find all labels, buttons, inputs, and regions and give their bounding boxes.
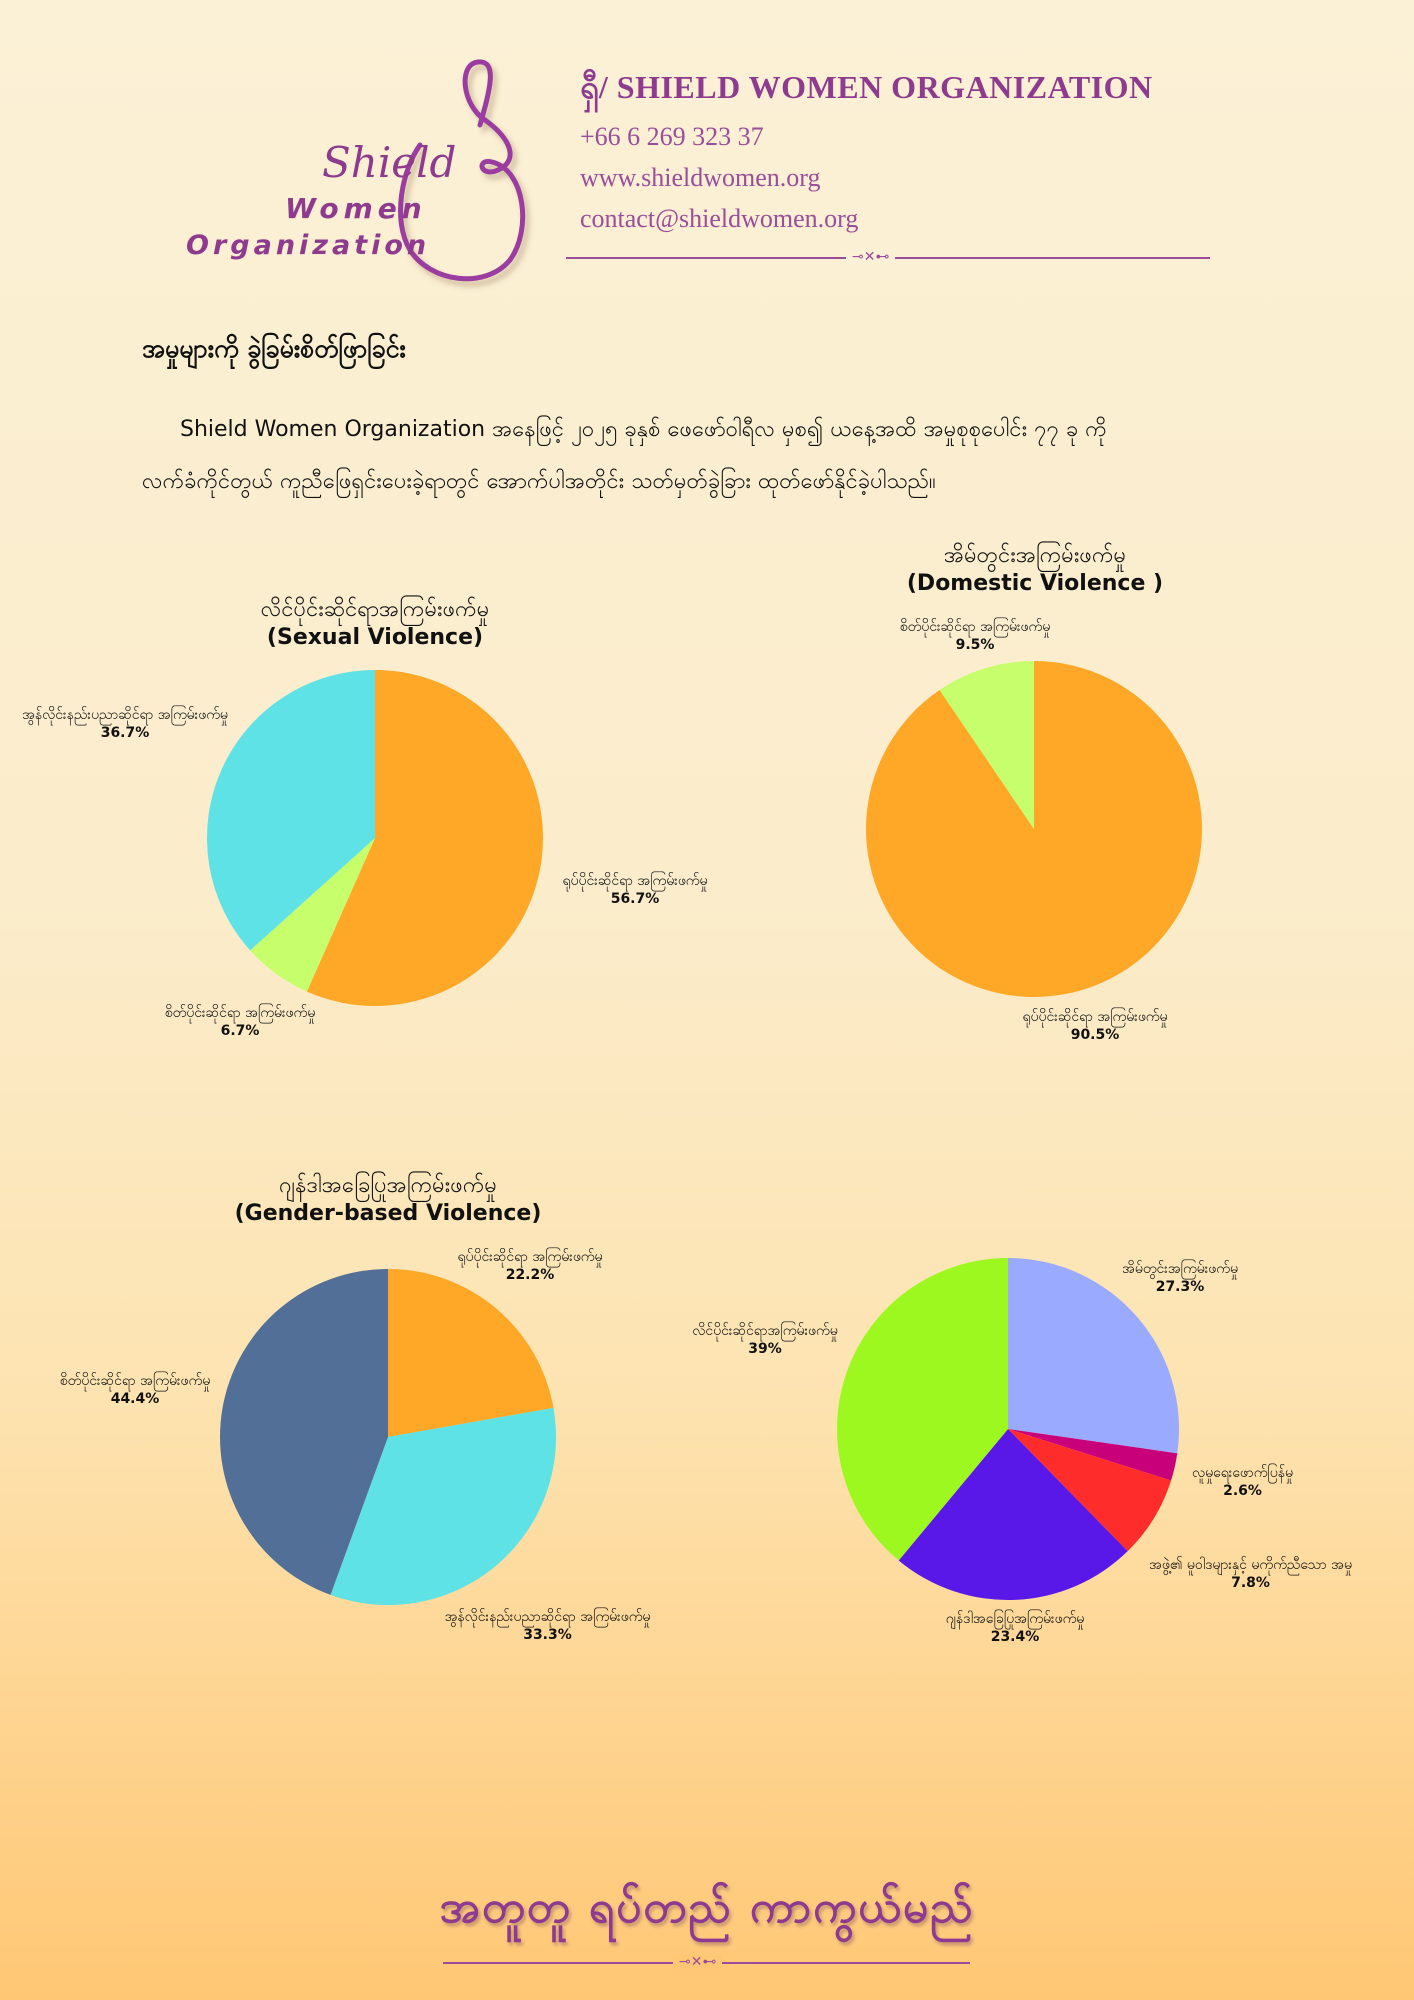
phone-number: +66 6 269 323 37 bbox=[580, 122, 764, 151]
slice-label-social-misconduct: လူမှုရေးဖောက်ပြန်မှု 2.6% bbox=[1192, 1465, 1293, 1499]
pie-slice bbox=[306, 670, 543, 1006]
slice-label-psychological-violence: စိတ်ပိုင်းဆိုင်ရာ အကြမ်းဖက်မှု 9.5% bbox=[899, 619, 1051, 653]
footer-slogan: အတူတူ ရပ်တည် ကာကွယ်မည် bbox=[439, 1882, 975, 1933]
pie-slice bbox=[939, 661, 1034, 829]
slice-label-psychological-violence: စိတ်ပိုင်းဆိုင်ရာ အကြမ်းဖက်မှု 6.7% bbox=[164, 1005, 316, 1039]
slice-label-psychological-violence: စိတ်ပိုင်းဆိုင်ရာ အကြမ်းဖက်မှု 44.4% bbox=[59, 1373, 211, 1407]
website-link[interactable]: www.shieldwomen.org bbox=[580, 163, 821, 192]
chart-domestic-violence-title: အိမ်တွင်းအကြမ်းဖက်မှု (Domestic Violence… bbox=[885, 542, 1185, 598]
footer-divider: ⊸✕⊷ bbox=[443, 1955, 970, 1969]
slice-label-physical-violence: ရုပ်ပိုင်းဆိုင်ရာ အကြမ်းဖက်မှု 90.5% bbox=[1022, 1009, 1168, 1043]
section-heading: အမှုများကို ခွဲခြမ်းစိတ်ဖြာခြင်း bbox=[142, 334, 406, 363]
pie-slice bbox=[837, 1258, 1008, 1561]
organization-name: ရှီ/ SHIELD WOMEN ORGANIZATION bbox=[580, 69, 1153, 105]
slice-label-online-violence: အွန်လိုင်းနည်းပညာဆိုင်ရာ အကြမ်းဖက်မှု 36.… bbox=[22, 707, 228, 741]
chart-title-mm: ဂျန်ဒါအခြေပြုအကြမ်းဖက်မှု bbox=[279, 1173, 497, 1198]
chart-sexual-violence-title: လိင်ပိုင်းဆိုင်ရာအကြမ်းဖက်မှု (Sexual Vi… bbox=[225, 596, 525, 652]
chart-title-en: (Domestic Violence ) bbox=[906, 571, 1164, 596]
organization-logo: Shield Women Organization bbox=[180, 50, 560, 310]
divider-ornament-icon: ⊸✕⊷ bbox=[673, 1955, 723, 1969]
slice-label-sexual-violence: လိင်ပိုင်းဆိုင်ရာအကြမ်းဖက်မှု 39% bbox=[692, 1323, 838, 1357]
header-divider: ⊸✕⊷ bbox=[566, 250, 1210, 264]
chart-title-en: (Sexual Violence) bbox=[266, 625, 484, 650]
pie-chart-domestic-violence bbox=[866, 661, 1202, 997]
pie-chart-case-breakdown bbox=[837, 1258, 1179, 1600]
logo-word-women: Women bbox=[285, 192, 427, 225]
logo-word-shield: Shield bbox=[322, 138, 457, 187]
logo-word-organization: Organization bbox=[186, 230, 431, 261]
chart-title-mm: အိမ်တွင်းအကြမ်းဖက်မှု bbox=[943, 543, 1127, 568]
pie-slice bbox=[388, 1269, 554, 1437]
chart-title-mm: လိင်ပိုင်းဆိုင်ရာအကြမ်းဖက်မှု bbox=[260, 597, 490, 622]
slice-label-physical-violence: ရုပ်ပိုင်းဆိုင်ရာ အကြမ်းဖက်မှု 22.2% bbox=[457, 1249, 603, 1283]
logo-swirl-graphic bbox=[398, 59, 526, 282]
pie-slice bbox=[898, 1429, 1128, 1600]
intro-paragraph: Shield Women Organization အနေဖြင့် ၂၀၂၅ … bbox=[142, 404, 1162, 508]
pie-slice bbox=[250, 838, 375, 992]
pie-chart-gender-based-violence bbox=[219, 1269, 556, 1605]
chart-title-en: (Gender-based Violence) bbox=[234, 1201, 542, 1226]
email-link[interactable]: contact@shieldwomen.org bbox=[580, 204, 859, 233]
slice-label-gender-based-violence: ဂျန်ဒါအခြေပြုအကြမ်းဖက်မှု 23.4% bbox=[945, 1611, 1085, 1645]
slice-label-domestic-violence: အိမ်တွင်းအကြမ်းဖက်မှု 27.3% bbox=[1122, 1261, 1238, 1295]
intro-line-1-text: Shield Women Organization အနေဖြင့် ၂၀၂၅ … bbox=[180, 417, 1107, 442]
pie-slice bbox=[219, 1269, 388, 1595]
pie-slice bbox=[330, 1407, 556, 1605]
pie-chart-sexual-violence bbox=[207, 670, 543, 1006]
slice-label-online-violence: အွန်လိုင်းနည်းပညာဆိုင်ရာ အကြမ်းဖက်မှု 33.… bbox=[444, 1609, 651, 1643]
chart-gender-based-violence-title: ဂျန်ဒါအခြေပြုအကြမ်းဖက်မှု (Gender-based … bbox=[218, 1172, 558, 1228]
divider-ornament-icon: ⊸✕⊷ bbox=[846, 250, 896, 264]
pie-slice bbox=[207, 670, 375, 951]
pie-slice bbox=[1008, 1258, 1179, 1454]
pie-slice bbox=[1008, 1429, 1172, 1552]
intro-line-1: Shield Women Organization အနေဖြင့် ၂၀၂၅ … bbox=[142, 404, 1162, 456]
intro-line-2: လက်ခံကိုင်တွယ် ကူညီဖြေရှင်းပေးခဲ့ရာတွင် … bbox=[142, 469, 936, 494]
slice-label-physical-violence: ရုပ်ပိုင်းဆိုင်ရာ အကြမ်းဖက်မှု 56.7% bbox=[562, 873, 708, 907]
pie-slice bbox=[1008, 1429, 1178, 1481]
slice-label-policy-mismatch: အဖွဲ့၏ မူဝါဒများနှင့် မကိုက်ညီသော အမှု 7.… bbox=[1149, 1557, 1352, 1591]
